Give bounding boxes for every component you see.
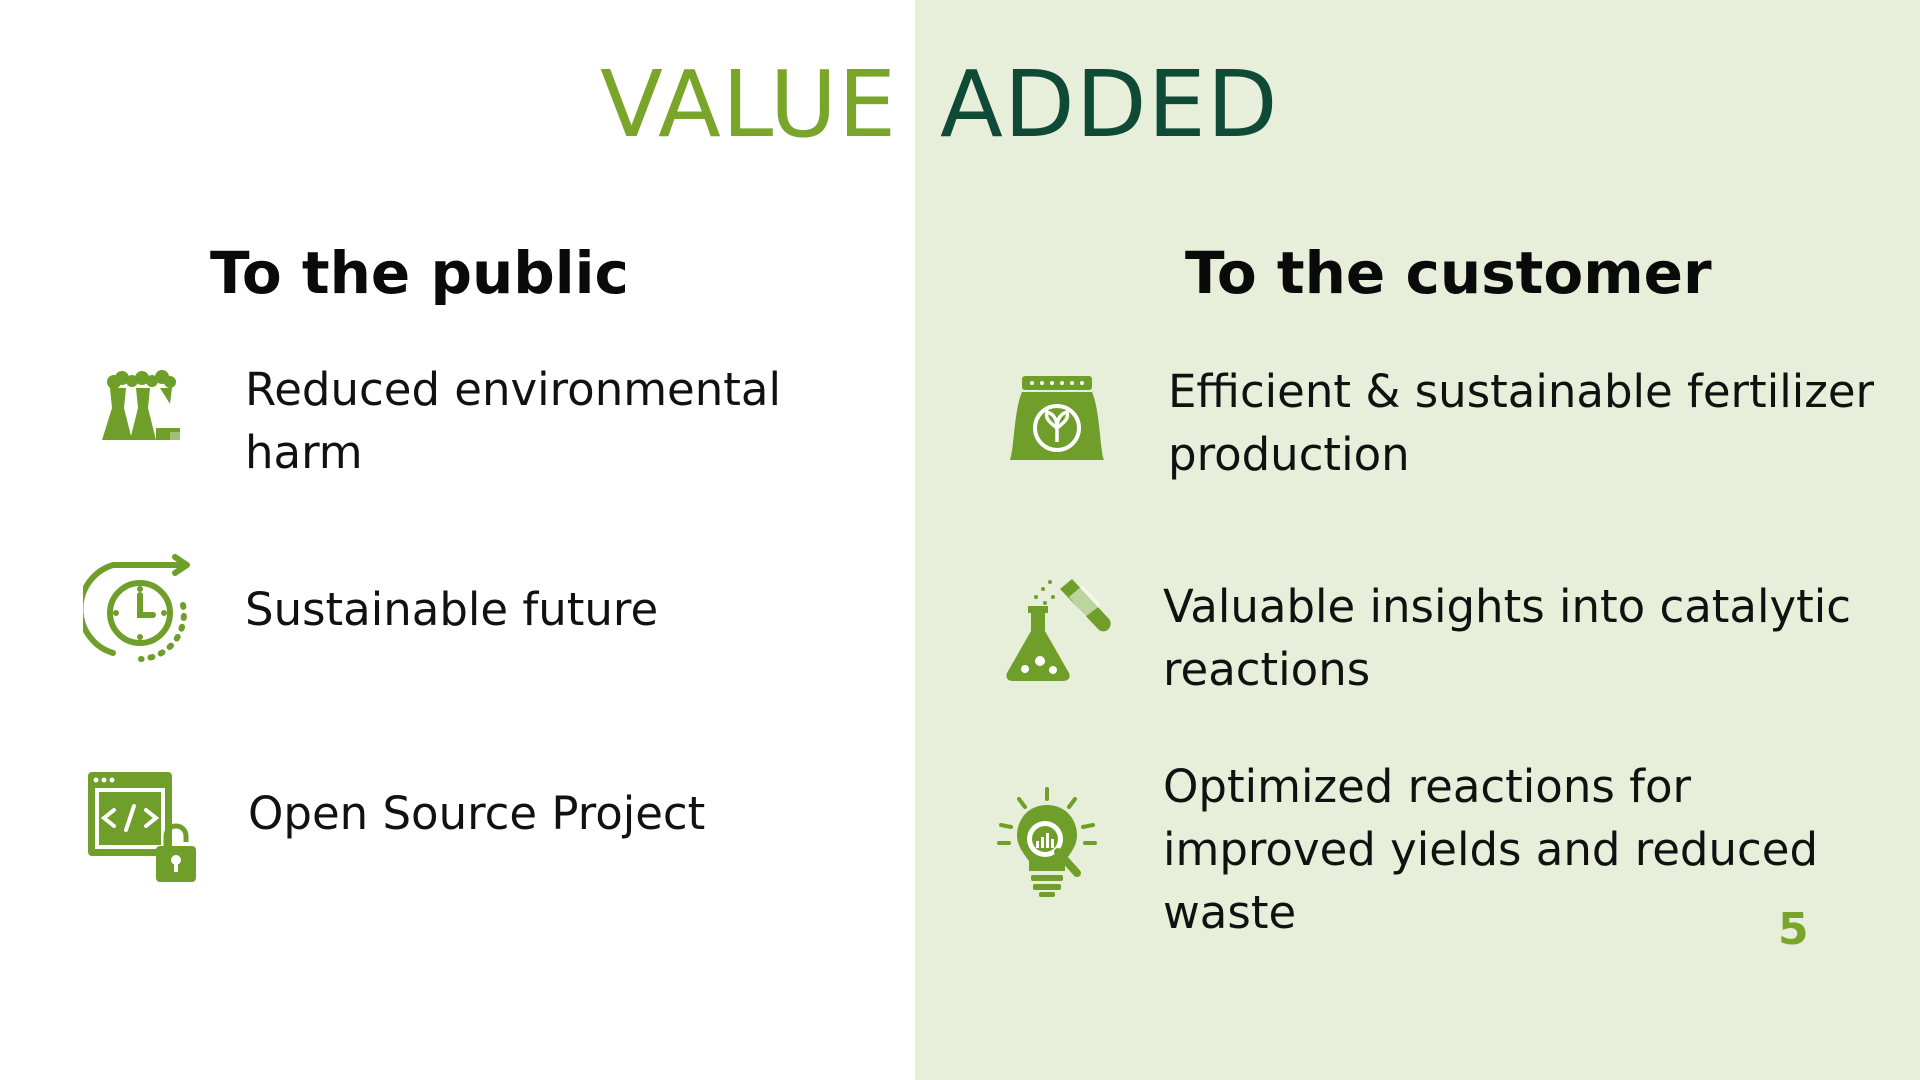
title-word-value: VALUE bbox=[600, 51, 898, 158]
idea-analytics-icon bbox=[995, 785, 1100, 900]
factory-icon bbox=[100, 358, 185, 443]
left-item-text: Open Source Project bbox=[248, 787, 706, 840]
page-number: 5 bbox=[1778, 904, 1809, 955]
right-item-text: Optimized reactions for improved yields … bbox=[1163, 760, 1819, 939]
right-item-text: Efficient & sustainable fertilizer produ… bbox=[1168, 365, 1875, 481]
lab-flask-icon bbox=[1003, 575, 1113, 685]
open-source-lock-icon bbox=[88, 772, 200, 884]
title-word-added: ADDED bbox=[940, 51, 1279, 158]
left-item-text: Sustainable future bbox=[245, 583, 659, 636]
right-heading: To the customer bbox=[1185, 239, 1712, 307]
fertilizer-bag-icon bbox=[1008, 370, 1106, 468]
slide-title: VALUE ADDED bbox=[0, 45, 1920, 165]
right-item-text: Valuable insights into catalytic reactio… bbox=[1163, 580, 1852, 696]
left-heading: To the public bbox=[210, 239, 629, 307]
clock-cycle-icon bbox=[83, 553, 198, 668]
right-panel-background bbox=[915, 0, 1920, 1080]
left-item-text: Reduced environmental harm bbox=[245, 363, 781, 479]
